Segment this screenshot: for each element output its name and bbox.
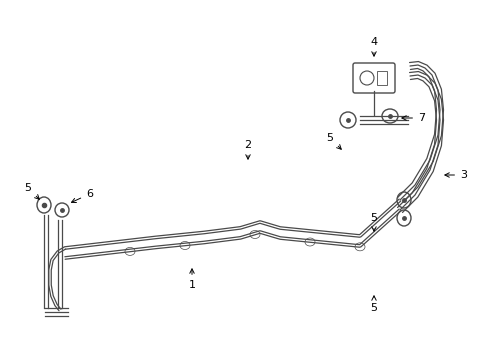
Text: 5: 5 bbox=[370, 296, 377, 313]
FancyBboxPatch shape bbox=[353, 63, 395, 93]
Text: 5: 5 bbox=[326, 133, 341, 149]
Text: 6: 6 bbox=[72, 189, 93, 203]
Text: 2: 2 bbox=[245, 140, 251, 159]
Text: 5: 5 bbox=[370, 213, 377, 231]
Text: 7: 7 bbox=[402, 113, 425, 123]
Text: 4: 4 bbox=[370, 37, 378, 56]
Text: 3: 3 bbox=[445, 170, 467, 180]
Bar bbox=[377, 71, 387, 85]
Text: 5: 5 bbox=[24, 183, 39, 199]
Text: 1: 1 bbox=[189, 269, 196, 290]
